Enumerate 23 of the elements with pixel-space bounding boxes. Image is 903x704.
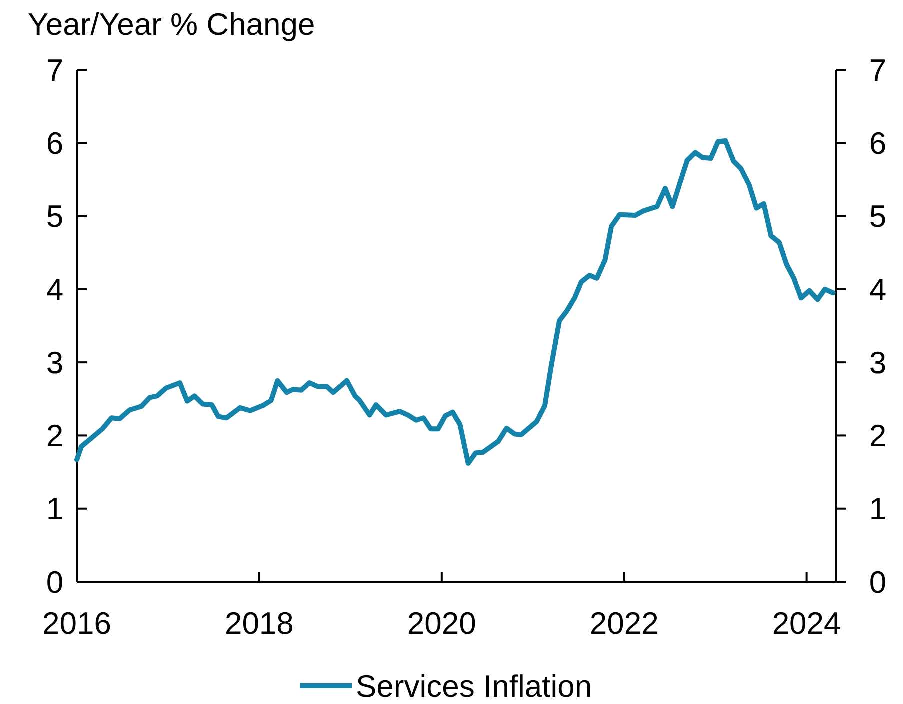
y-tick-label: 7 [46,52,64,88]
x-tick-label: 2020 [407,606,476,641]
x-tick-label: 2022 [590,606,659,641]
y-tick-label: 5 [46,199,64,234]
y-axis-title: Year/Year % Change [28,7,316,42]
y-tick-label: 1 [46,492,64,527]
y2-tick-label: 1 [869,492,887,527]
y2-tick-label: 2 [869,418,887,454]
y-tick-label: 2 [46,418,64,454]
y2-tick-label: 7 [869,52,887,88]
y2-tick-label: 3 [869,345,887,380]
y2-tick-label: 6 [869,126,887,161]
y-tick-label: 0 [46,564,64,600]
y-tick-label: 3 [46,345,64,380]
legend-label: Services Inflation [356,668,592,704]
y2-tick-label: 4 [869,272,887,308]
x-tick-label: 2024 [772,606,842,641]
x-tick-label: 2016 [42,606,112,641]
y-tick-label: 6 [46,126,64,161]
y2-tick-label: 5 [869,199,887,234]
y2-tick-label: 0 [869,564,887,600]
y-tick-label: 4 [46,272,64,308]
x-tick-label: 2018 [224,606,294,641]
